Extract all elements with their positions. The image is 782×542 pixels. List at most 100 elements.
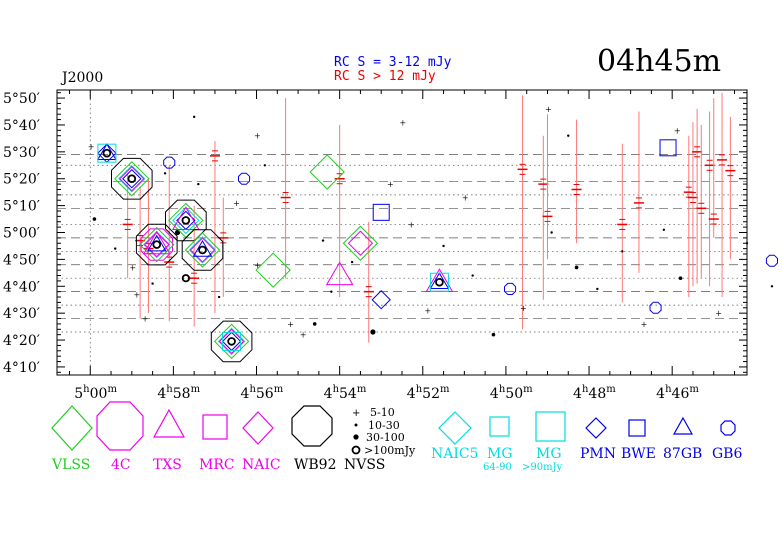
nvss-dot [330, 290, 333, 293]
nvss-dot [197, 182, 200, 186]
legend-pmn-label: PMN [580, 446, 616, 462]
legend-87gb-label: 87GB [663, 446, 702, 462]
x-tick-label: 4h58m [157, 384, 200, 402]
legend-4c-icon [96, 401, 144, 451]
y-tick-label: 4°30′ [3, 306, 40, 322]
vlss-marker [309, 154, 345, 190]
nvss-dot [662, 228, 666, 232]
gb6-marker [504, 282, 517, 295]
mg-marker [429, 272, 449, 292]
legend-mg-sub2: >90mJy [522, 462, 563, 473]
txs-marker [142, 230, 171, 255]
nvss-plus: + [254, 132, 261, 141]
legend-nvss-100: >100mJy [364, 444, 416, 457]
vlss-marker [139, 226, 175, 263]
x-tick-label: 4h50m [490, 384, 533, 402]
txs-marker [325, 261, 354, 286]
nvss-plus: + [287, 320, 294, 329]
wb92-marker [111, 157, 153, 200]
y-tick-label: 4°40′ [3, 279, 40, 295]
gb6-marker [649, 301, 662, 314]
nvss-plus: + [715, 309, 722, 318]
legend-naic-label: NAIC [242, 457, 281, 473]
nvss-dot [350, 260, 354, 264]
nvss-dot [596, 287, 599, 291]
legend-mg-sub1: 64-90 [483, 462, 512, 473]
x-tick-label: 4h56m [241, 384, 284, 402]
legend-nvss-label: NVSS [344, 457, 385, 473]
y-tick-label: 5°40′ [3, 118, 40, 134]
nvss-dot [471, 274, 474, 277]
y-tick-label: 4°10′ [3, 360, 40, 376]
txs-marker [171, 206, 200, 231]
legend-bwe-label: BWE [621, 446, 656, 462]
vlss-marker [255, 252, 291, 288]
nvss-plus: + [400, 118, 407, 127]
legend-nvss: + 5-10 10-30 30-100 >100mJy NVSS [344, 406, 416, 473]
nvss-plus: + [142, 315, 149, 324]
legend-nvss-30-100: 30-100 [366, 431, 405, 444]
legend-mg2-label: MG [536, 446, 562, 462]
y-tick-label: 5°00′ [3, 226, 40, 242]
naic-marker [144, 231, 170, 258]
nvss-dot [163, 172, 167, 175]
nvss-plus: + [233, 199, 240, 208]
pmn-marker [122, 169, 142, 189]
legend: VLSS 4C TXS MRC NAIC WB92 + 5-10 10-30 3… [51, 401, 742, 473]
naic-marker [347, 230, 374, 256]
wb92-marker [165, 199, 207, 242]
legend-87gb-icon [672, 416, 694, 435]
nvss-dot [442, 244, 445, 248]
vlss-marker [114, 161, 150, 197]
legend-nvss-5-10: 5-10 [370, 406, 395, 419]
nvss-ring [181, 274, 190, 283]
legend-nvss-dot-large-icon [353, 434, 359, 440]
bwe-marker [659, 139, 677, 157]
epoch-label: J2000 [60, 70, 103, 86]
nvss-dot [113, 247, 117, 250]
y-tick-label: 5°50′ [3, 91, 40, 107]
nvss-dot [263, 164, 267, 167]
legend-mg-label: MG [487, 446, 513, 462]
x-tick-label: 4h48m [573, 384, 616, 402]
nvss-dot [192, 115, 196, 119]
nvss-dot [174, 229, 181, 236]
legend-wb92-label: WB92 [294, 457, 337, 473]
nvss-dot [151, 282, 154, 285]
gb87-marker [192, 239, 213, 257]
legend-naic5-label: NAIC5 [431, 446, 479, 462]
y-tick-label: 4°50′ [3, 252, 40, 268]
nvss-plus: + [88, 142, 95, 151]
legend-nvss-ring-icon [351, 445, 361, 455]
y-tick-label: 5°30′ [3, 145, 40, 161]
nvss-plus: + [129, 263, 136, 272]
nvss-dot [678, 276, 683, 281]
legend-mg-small-icon [489, 416, 510, 437]
vlss-marker [342, 225, 379, 261]
nvss-plus: + [300, 331, 307, 340]
nvss-dot [321, 239, 325, 242]
nvss-plus: + [133, 290, 140, 299]
nvss-dot [550, 231, 553, 234]
wb92-marker [210, 320, 253, 363]
mg-marker [222, 331, 242, 351]
nvss-dot [745, 242, 749, 245]
nvss-dot [312, 322, 317, 326]
nvss-ring [127, 174, 137, 184]
legend-pmn-icon [585, 417, 607, 439]
gb87-marker [429, 272, 450, 290]
rc-high-label: RC S > 12 mJy [334, 69, 436, 84]
nvss-dot [491, 332, 496, 337]
x-tick-label: 4h52m [407, 384, 450, 402]
nvss-dot [621, 250, 624, 253]
nvss-plus: + [462, 194, 469, 203]
nvss-ring [181, 216, 191, 225]
naic-marker [119, 166, 145, 192]
legend-txs-icon [152, 408, 186, 438]
legend-gb6-label: GB6 [712, 446, 742, 462]
nvss-ring [102, 148, 112, 158]
nvss-dot [770, 285, 774, 288]
nvss-plus: + [408, 220, 415, 229]
nvss-dot [574, 265, 579, 270]
